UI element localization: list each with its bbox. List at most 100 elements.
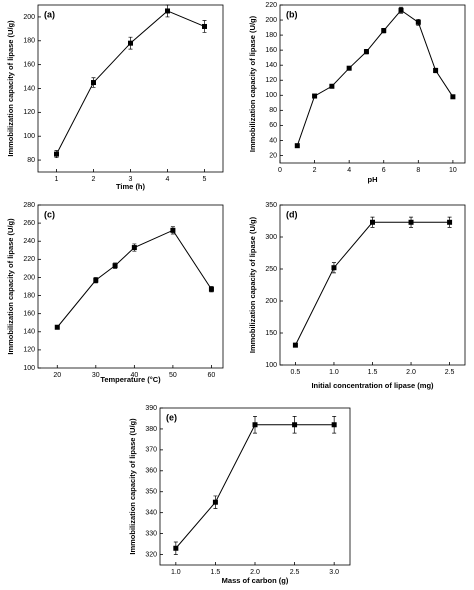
y-tick-label: 140 [23, 85, 35, 92]
panel-label: (c) [44, 209, 55, 219]
y-tick-label: 360 [145, 468, 157, 475]
y-tick-label: 340 [145, 510, 157, 517]
x-axis-label: pH [368, 175, 378, 184]
panel-label: (b) [286, 9, 298, 19]
data-point [346, 65, 352, 71]
x-tick-label: 1 [55, 176, 59, 183]
plot-frame [37, 4, 224, 173]
plot-frame [279, 204, 466, 366]
y-tick-label: 120 [23, 109, 35, 116]
x-tick-label: 0.5 [291, 369, 301, 376]
x-axis-label: Temperature (°C) [100, 375, 161, 384]
x-tick-label: 60 [208, 372, 216, 379]
data-point [292, 342, 298, 348]
plot-frame [279, 4, 466, 164]
y-tick-label: 80 [27, 157, 35, 164]
data-point [292, 422, 298, 428]
x-tick-label: 1.5 [368, 369, 378, 376]
y-tick-label: 100 [23, 133, 35, 140]
data-point [54, 324, 60, 330]
y-tick-label: 160 [23, 311, 35, 318]
y-tick-label: 140 [23, 329, 35, 336]
x-tick-label: 1.0 [171, 569, 181, 576]
data-line [56, 229, 212, 328]
x-tick-label: 2.0 [406, 369, 416, 376]
x-axis-label: Time (h) [116, 182, 146, 191]
y-tick-label: 200 [265, 298, 277, 305]
y-tick-label: 200 [23, 274, 35, 281]
x-tick-label: 4 [166, 176, 170, 183]
y-axis-label: Immobilization capacity of lipase (U/g) [6, 218, 15, 355]
y-tick-label: 140 [265, 62, 277, 69]
y-tick-label: 250 [265, 266, 277, 273]
data-point [170, 227, 176, 233]
y-tick-label: 60 [269, 122, 277, 129]
x-tick-label: 1.5 [211, 569, 221, 576]
data-point [212, 499, 218, 505]
data-line [56, 10, 205, 155]
x-tick-label: 40 [130, 372, 138, 379]
data-point [112, 263, 118, 269]
y-tick-label: 390 [145, 405, 157, 412]
data-point [415, 19, 421, 25]
y-tick-label: 120 [265, 77, 277, 84]
data-point [381, 28, 387, 34]
x-tick-label: 2.0 [250, 569, 260, 576]
data-point [447, 219, 453, 225]
data-point [433, 67, 439, 73]
x-axis-label: Mass of carbon (g) [222, 576, 289, 585]
y-tick-label: 180 [23, 38, 35, 45]
y-tick-label: 40 [269, 137, 277, 144]
x-tick-label: 2 [313, 167, 317, 174]
x-tick-label: 30 [92, 372, 100, 379]
y-tick-label: 320 [145, 551, 157, 558]
y-axis-label: Immobilization capacity of lipase (U/g) [6, 20, 15, 157]
y-tick-label: 260 [23, 220, 35, 227]
y-tick-label: 350 [265, 202, 277, 209]
y-axis-label: Immobilization capacity of lipase (U/g) [248, 15, 257, 152]
x-axis-label: Initial concentration of lipase (mg) [311, 381, 434, 390]
y-tick-label: 200 [265, 17, 277, 24]
data-point [202, 23, 207, 29]
data-line [294, 221, 450, 346]
y-axis-label: Immobilization capacity of lipase (U/g) [248, 216, 257, 353]
data-line [296, 9, 454, 146]
data-point [370, 219, 375, 225]
y-tick-label: 100 [265, 362, 277, 369]
data-line [175, 424, 335, 549]
x-tick-label: 2.5 [290, 569, 300, 576]
x-tick-label: 20 [53, 372, 61, 379]
y-tick-label: 220 [265, 2, 277, 9]
y-tick-label: 160 [23, 61, 35, 68]
y-tick-label: 240 [23, 238, 35, 245]
x-tick-label: 10 [449, 167, 457, 174]
y-axis-label: Immobilization capacity of lipase (U/g) [128, 418, 137, 555]
data-point [131, 245, 137, 251]
panel-label: (e) [166, 412, 177, 422]
y-tick-label: 300 [265, 234, 277, 241]
y-tick-label: 180 [23, 292, 35, 299]
y-tick-label: 200 [23, 14, 35, 21]
data-point [54, 151, 59, 157]
x-tick-label: 4 [347, 167, 351, 174]
x-tick-label: 3 [129, 176, 133, 183]
y-tick-label: 180 [265, 32, 277, 39]
x-tick-label: 50 [169, 372, 177, 379]
data-point [173, 545, 179, 551]
y-tick-label: 380 [145, 426, 157, 433]
data-point [208, 286, 214, 292]
y-tick-label: 330 [145, 530, 157, 537]
x-tick-label: 1.0 [329, 369, 339, 376]
data-point [91, 80, 96, 86]
data-point [252, 422, 258, 428]
x-tick-label: 5 [203, 176, 207, 183]
data-point [408, 219, 414, 225]
y-tick-label: 20 [269, 152, 277, 159]
panel-label: (a) [44, 9, 55, 19]
y-tick-label: 280 [23, 202, 35, 209]
data-point [329, 83, 335, 89]
data-point [363, 49, 369, 55]
data-point [294, 143, 300, 149]
data-point [128, 40, 133, 46]
y-tick-label: 80 [269, 107, 277, 114]
